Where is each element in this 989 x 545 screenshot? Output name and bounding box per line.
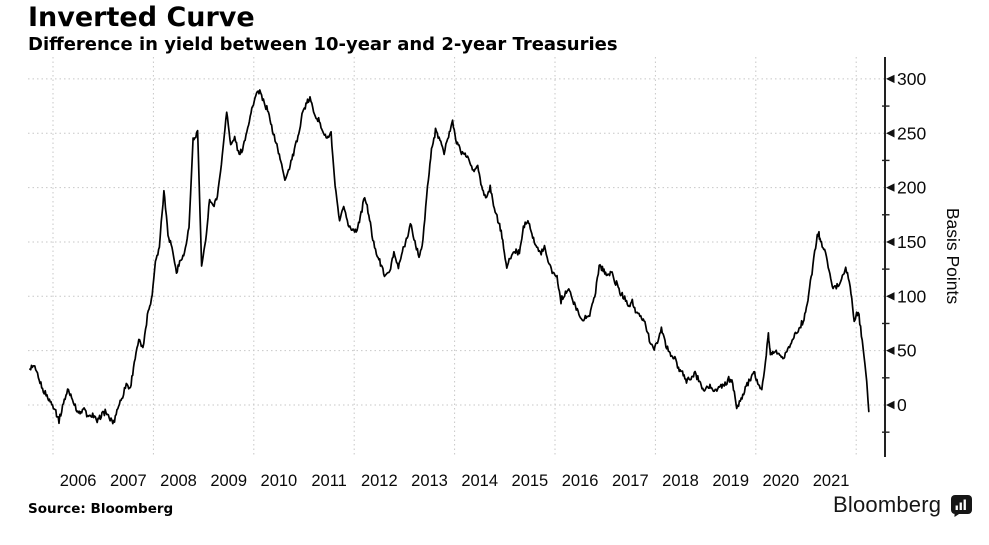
bloomberg-wordmark: Bloomberg bbox=[833, 492, 942, 517]
chart-title: Inverted Curve bbox=[28, 2, 255, 33]
x-tick-label-2017: 2017 bbox=[612, 472, 649, 490]
brand-footer: Bloomberg bbox=[833, 492, 973, 518]
y-tick-arrow bbox=[886, 346, 895, 355]
series-path bbox=[29, 89, 870, 425]
x-tick-label-2021: 2021 bbox=[813, 472, 850, 490]
x-tick-label-2016: 2016 bbox=[562, 472, 599, 490]
x-tick-label-2007: 2007 bbox=[110, 472, 147, 490]
y-tick-label-50: 50 bbox=[897, 341, 917, 361]
y-axis-title: Basis Points bbox=[943, 208, 963, 305]
y-tick-arrow bbox=[886, 74, 895, 84]
x-tick-label-2015: 2015 bbox=[512, 472, 549, 490]
y-tick-arrow bbox=[886, 400, 895, 410]
x-tick-label-2012: 2012 bbox=[361, 472, 398, 490]
y-tick-arrow bbox=[886, 237, 895, 247]
x-tick-label-2020: 2020 bbox=[763, 472, 800, 490]
x-tick-label-2009: 2009 bbox=[210, 472, 247, 490]
chart-subtitle: Difference in yield between 10-year and … bbox=[28, 34, 618, 55]
y-tick-arrow bbox=[886, 183, 895, 192]
x-tick-label-2014: 2014 bbox=[461, 472, 498, 490]
y-tick-label-150: 150 bbox=[897, 232, 926, 252]
y-tick-label-250: 250 bbox=[897, 123, 926, 143]
y-tick-label-200: 200 bbox=[897, 178, 926, 198]
y-tick-label-100: 100 bbox=[897, 286, 926, 306]
x-tick-label-2018: 2018 bbox=[662, 472, 699, 490]
x-tick-label-2011: 2011 bbox=[311, 472, 346, 490]
x-tick-label-2010: 2010 bbox=[261, 472, 298, 490]
source-label: Source: Bloomberg bbox=[28, 501, 174, 517]
x-tick-label-2006: 2006 bbox=[60, 472, 97, 490]
y-tick-arrow bbox=[886, 292, 895, 301]
x-tick-label-2019: 2019 bbox=[712, 472, 749, 490]
x-tick-label-2013: 2013 bbox=[411, 472, 448, 490]
y-tick-label-300: 300 bbox=[897, 69, 926, 89]
y-tick-arrow bbox=[886, 129, 895, 138]
bloomberg-terminal-icon bbox=[951, 494, 973, 517]
y-tick-label-0: 0 bbox=[897, 395, 907, 415]
x-tick-label-2008: 2008 bbox=[160, 472, 197, 490]
